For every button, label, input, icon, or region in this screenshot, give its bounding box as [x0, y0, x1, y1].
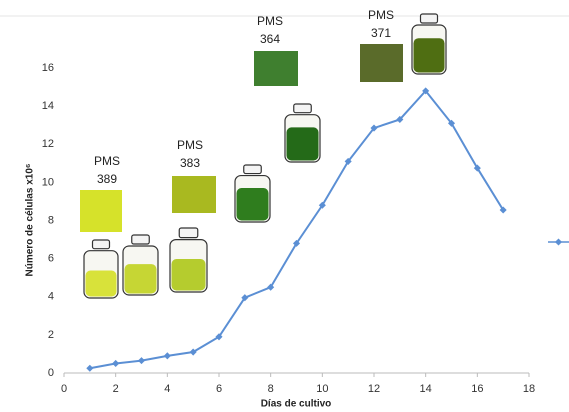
bottle-cap: [93, 240, 110, 249]
color-swatch: [254, 51, 298, 86]
bottle: [123, 235, 158, 295]
x-tick-label: 4: [164, 383, 170, 395]
bottle-cap: [179, 228, 198, 238]
annotation: 371: [371, 26, 391, 40]
y-tick-label: 0: [48, 367, 54, 379]
data-point: [138, 357, 145, 364]
bottle-liquid: [414, 38, 445, 72]
x-tick-label: 10: [316, 383, 328, 395]
x-tick-label: 8: [268, 383, 274, 395]
color-swatch: [172, 176, 216, 213]
x-tick-label: 6: [216, 383, 222, 395]
bottle-liquid: [287, 127, 319, 160]
legend-marker: [555, 238, 562, 245]
color-swatch: [80, 190, 122, 232]
y-tick-label: 14: [42, 100, 54, 112]
annotation: PMS: [368, 8, 394, 22]
x-tick-label: 16: [471, 383, 483, 395]
color-swatch: [360, 44, 403, 82]
bottle-cap: [132, 235, 150, 244]
data-point: [112, 360, 119, 367]
bottle: [170, 228, 207, 292]
data-point: [86, 365, 93, 372]
x-tick-label: 18: [523, 383, 535, 395]
y-tick-label: 4: [48, 291, 54, 303]
y-axis-title: Número de células x10⁶: [25, 164, 36, 277]
x-tick-label: 14: [420, 383, 432, 395]
annotation: PMS: [177, 138, 203, 152]
y-tick-label: 16: [42, 62, 54, 74]
annotation: 389: [97, 172, 117, 186]
annotation: 364: [260, 32, 280, 46]
data-point: [164, 352, 171, 359]
y-tick-label: 10: [42, 176, 54, 188]
annotation: PMS: [257, 14, 283, 28]
x-axis-title: Días de cultivo: [261, 399, 332, 410]
bottle-cap: [294, 104, 312, 113]
legend: [548, 238, 569, 245]
bottle-liquid: [86, 270, 117, 296]
y-tick-label: 8: [48, 214, 54, 226]
x-tick-label: 2: [113, 383, 119, 395]
bottle: [412, 14, 446, 74]
bottle: [84, 240, 118, 298]
bottle: [235, 165, 270, 222]
bottle-cap: [244, 165, 262, 174]
x-tick-label: 0: [61, 383, 67, 395]
annotation: 383: [180, 156, 200, 170]
chart: Días de cultivo Número de células x10⁶ P…: [0, 0, 569, 412]
bottle-liquid: [125, 264, 157, 293]
bottle-liquid: [172, 259, 206, 290]
y-tick-label: 12: [42, 138, 54, 150]
bottle-cap: [421, 14, 438, 23]
annotation: PMS: [94, 154, 120, 168]
bottle: [285, 104, 320, 162]
bottle-liquid: [237, 188, 269, 221]
y-tick-label: 2: [48, 329, 54, 341]
x-tick-label: 12: [368, 383, 380, 395]
y-tick-label: 6: [48, 253, 54, 265]
